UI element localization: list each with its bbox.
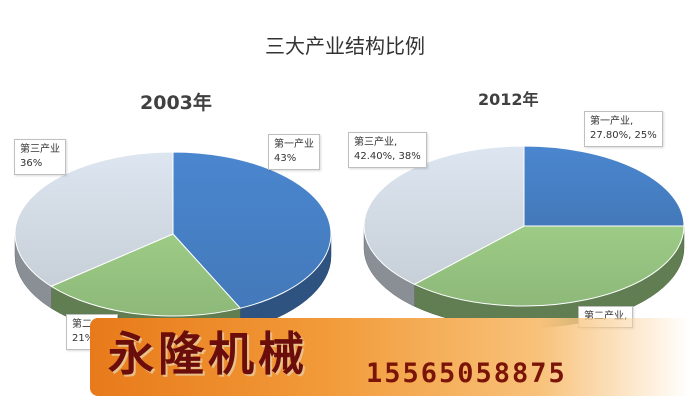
callout-2012-primary-name: 第一产业, [590, 116, 634, 127]
pie-2012-title: 2012年 [478, 90, 539, 109]
pie-2003-slice-1 [50, 233, 242, 317]
callout-2003-primary: 第一产业 43% [268, 134, 320, 170]
pie-2003-slice-0 [172, 151, 332, 309]
callout-2003-tertiary-value: 36% [20, 158, 43, 169]
callout-2003-tertiary-name: 第三产业 [20, 144, 60, 155]
callout-2012-tertiary-value: 42.40%, 38% [354, 151, 421, 162]
callout-2012-tertiary: 第三产业, 42.40%, 38% [348, 132, 427, 168]
callout-2012-secondary-name: 第二产业, [584, 311, 628, 322]
callout-2003-tertiary: 第三产业 36% [14, 139, 66, 175]
callout-2003-primary-name: 第一产业 [274, 139, 314, 150]
watermark-banner [90, 318, 690, 396]
main-chart-title: 三大产业结构比例 [265, 34, 425, 58]
callout-2003-primary-value: 43% [274, 153, 297, 164]
watermark-brand: 永隆机械 [108, 327, 308, 381]
pie-2012-slice-2 [363, 145, 525, 285]
callout-2003-secondary-value: 21% [72, 333, 95, 344]
pie-2003 [14, 151, 332, 339]
pie-2012-slice-1 [413, 225, 685, 307]
callout-2012-primary-value: 27.80%, 25% [590, 130, 657, 141]
pie-2003-title: 2003年 [140, 92, 212, 114]
pie-2003-slice-2 [14, 151, 174, 287]
watermark-phone: 15565058875 [366, 358, 567, 389]
callout-2012-primary: 第一产业, 27.80%, 25% [584, 111, 663, 147]
pie-2012-slice-0 [523, 145, 685, 227]
callout-2012-tertiary-name: 第三产业, [354, 137, 398, 148]
pie-2012 [363, 145, 685, 329]
